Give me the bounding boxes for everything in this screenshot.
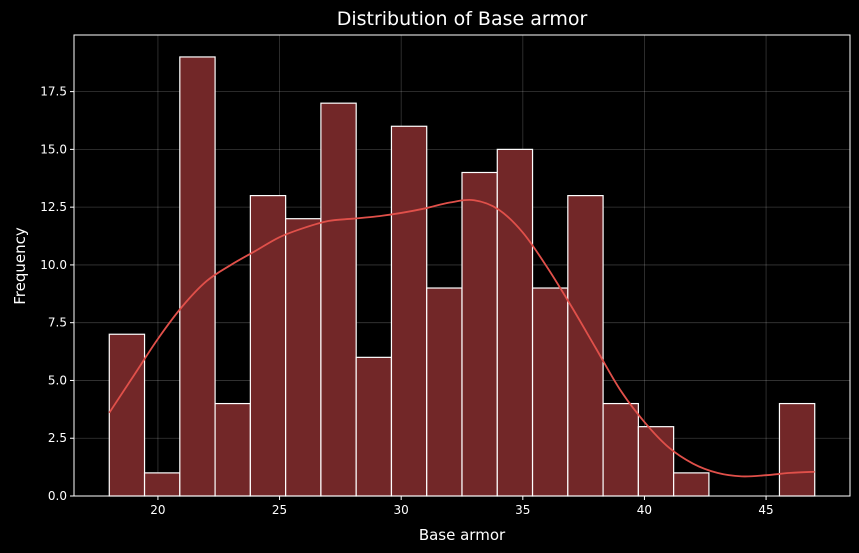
x-axis-label: Base armor xyxy=(419,526,506,544)
histogram-bar xyxy=(390,125,428,497)
histogram-bar xyxy=(355,356,393,497)
histogram-bar xyxy=(778,402,816,497)
histogram-bar xyxy=(108,333,146,497)
y-tick-label: 17.5 xyxy=(40,85,67,99)
axis-ticks: 20 25 30 35 40 45 0.0 2.5 5.0 7.5 10.0 12.5 15.0 17.5 xyxy=(40,85,773,517)
histogram-bar xyxy=(637,426,675,497)
y-tick-label: 0.0 xyxy=(48,489,67,503)
chart-title: Distribution of Base armor xyxy=(337,8,588,30)
axes-frame xyxy=(73,34,851,497)
histogram-bar xyxy=(531,287,569,497)
x-tick-label: 30 xyxy=(394,503,409,517)
y-axis-label: Frequency xyxy=(11,227,29,305)
x-tick-label: 20 xyxy=(150,503,165,517)
histogram-bar xyxy=(143,472,181,497)
histogram-bar xyxy=(179,56,216,497)
y-tick-label: 2.5 xyxy=(48,431,67,445)
histogram-bar xyxy=(214,402,251,497)
y-tick-label: 12.5 xyxy=(40,200,67,214)
histogram-bar xyxy=(320,102,357,497)
histogram-bar xyxy=(496,148,534,497)
x-tick-label: 35 xyxy=(515,503,530,517)
histogram-bar xyxy=(567,194,604,497)
histogram-bar xyxy=(602,402,639,497)
x-tick-label: 45 xyxy=(758,503,773,517)
histogram-bar xyxy=(461,171,498,497)
kde-curve xyxy=(108,199,815,478)
histogram-bar xyxy=(285,218,322,497)
y-tick-label: 15.0 xyxy=(40,142,67,156)
y-tick-label: 7.5 xyxy=(48,316,67,330)
histogram-bar xyxy=(673,472,710,497)
y-tick-label: 10.0 xyxy=(40,258,67,272)
histogram-bars xyxy=(108,56,816,497)
x-tick-label: 40 xyxy=(637,503,652,517)
histogram-bar xyxy=(426,287,463,497)
x-tick-label: 25 xyxy=(272,503,287,517)
histogram-bar xyxy=(249,194,287,497)
y-tick-label: 5.0 xyxy=(48,373,67,387)
